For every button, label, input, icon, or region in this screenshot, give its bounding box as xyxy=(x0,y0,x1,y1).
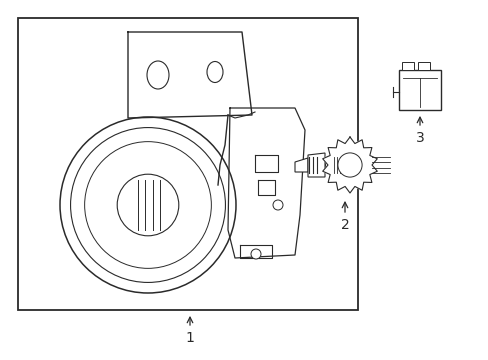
Text: 2: 2 xyxy=(340,218,348,232)
Polygon shape xyxy=(325,160,329,170)
Bar xyxy=(18,18,357,310)
Polygon shape xyxy=(307,153,325,177)
Bar xyxy=(417,62,429,70)
Ellipse shape xyxy=(206,62,223,82)
Circle shape xyxy=(250,249,261,259)
Ellipse shape xyxy=(147,61,169,89)
Text: 3: 3 xyxy=(415,131,424,145)
Circle shape xyxy=(84,141,211,268)
Polygon shape xyxy=(322,137,377,193)
Circle shape xyxy=(60,117,236,293)
Bar xyxy=(401,62,413,70)
Circle shape xyxy=(272,200,283,210)
Circle shape xyxy=(117,174,179,236)
Bar xyxy=(398,70,440,110)
Circle shape xyxy=(337,153,361,177)
Circle shape xyxy=(70,127,225,283)
Polygon shape xyxy=(329,157,332,173)
Polygon shape xyxy=(294,158,307,172)
Text: 1: 1 xyxy=(185,331,194,345)
